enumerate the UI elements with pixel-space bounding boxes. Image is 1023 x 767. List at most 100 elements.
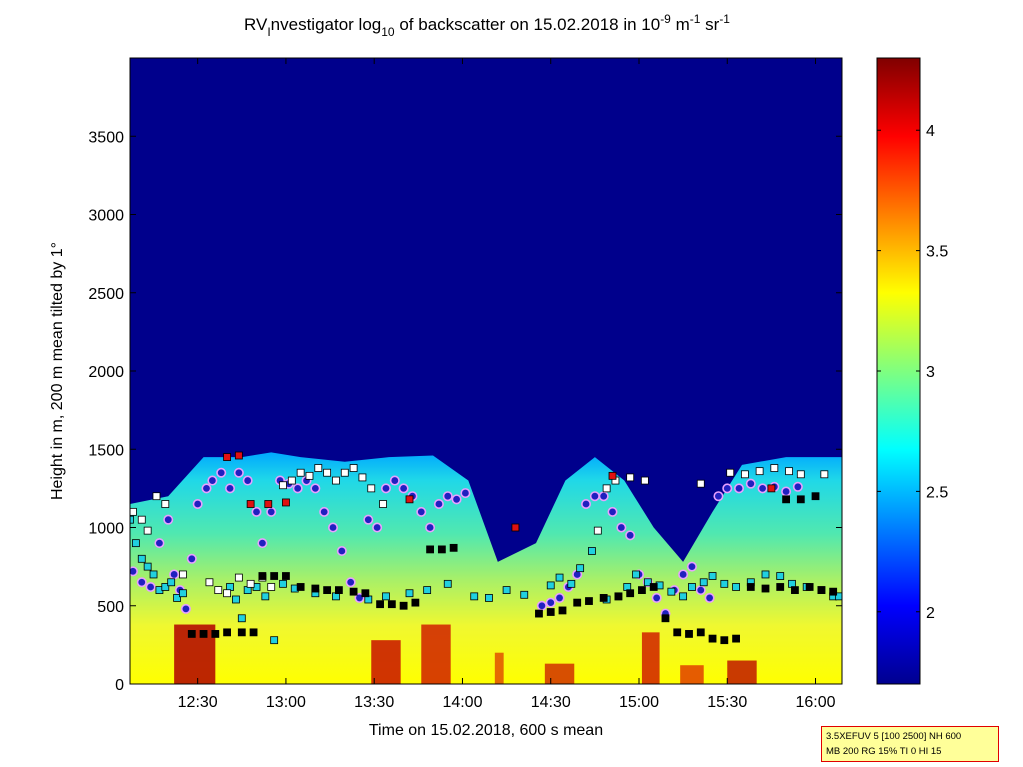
square-marker (249, 628, 258, 637)
x-tick-label: 16:00 (795, 694, 835, 711)
circle-marker (433, 499, 444, 510)
square-marker (726, 468, 735, 477)
square-marker (161, 500, 170, 508)
square-marker (311, 584, 320, 593)
circle-marker (233, 467, 244, 478)
square-marker (776, 583, 785, 591)
hot-patch (641, 632, 660, 684)
y-axis-label: Height in m, 200 m mean tilted by 1° (49, 242, 66, 500)
square-marker (585, 597, 593, 605)
square-marker (270, 572, 279, 580)
square-marker (305, 471, 314, 480)
square-marker (282, 572, 290, 580)
circle-marker (792, 481, 803, 492)
x-tick-label: 15:30 (707, 694, 747, 711)
square-marker (234, 451, 243, 460)
circle-marker (336, 545, 347, 556)
square-marker (782, 495, 790, 504)
square-marker (741, 470, 749, 479)
square-marker (708, 572, 717, 580)
x-axis-label: Time on 15.02.2018, 600 s mean (369, 722, 603, 739)
square-marker (223, 453, 231, 461)
x-tick-label: 13:00 (266, 694, 306, 711)
square-marker (746, 583, 755, 591)
circle-marker (380, 483, 391, 494)
square-marker (246, 500, 255, 508)
square-marker (149, 570, 158, 579)
circle-marker (163, 514, 174, 525)
square-marker (130, 515, 134, 524)
square-marker (234, 573, 243, 582)
square-marker (267, 583, 276, 591)
square-marker (223, 628, 231, 637)
square-marker (608, 471, 617, 480)
circle-marker (186, 553, 197, 564)
square-marker (558, 606, 567, 615)
circle-marker (713, 491, 724, 502)
boundary-layer-region (130, 452, 842, 684)
square-marker (449, 543, 458, 552)
circle-marker (745, 478, 756, 489)
square-marker (143, 526, 152, 535)
circle-marker (257, 538, 268, 549)
square-marker (270, 636, 279, 645)
square-marker (755, 467, 764, 476)
square-marker (179, 589, 187, 598)
square-marker (323, 586, 332, 594)
square-marker (199, 630, 208, 638)
circle-marker (372, 522, 383, 533)
square-marker (829, 587, 838, 596)
square-marker (661, 614, 670, 623)
circle-marker (345, 577, 356, 588)
square-marker (340, 468, 349, 477)
circle-marker (251, 506, 262, 517)
square-marker (261, 592, 270, 601)
square-marker (720, 579, 729, 588)
square-marker (708, 634, 717, 643)
x-axis: 12:30 13:00 13:30 14:00 14:30 15:00 15:30 16:00 (178, 58, 836, 711)
square-marker (423, 586, 432, 594)
square-marker (796, 470, 805, 479)
circle-marker (536, 600, 547, 611)
square-marker (179, 570, 187, 579)
circle-marker (581, 499, 592, 510)
hot-patch (371, 640, 401, 684)
square-marker (237, 614, 246, 623)
circle-marker (722, 483, 733, 494)
y-axis: 0 500 1000 1500 2000 2500 3000 3500 (88, 129, 842, 694)
circle-marker (625, 530, 636, 541)
square-marker (811, 492, 820, 501)
circle-marker (451, 494, 462, 505)
square-marker (632, 570, 640, 579)
colorbar-tick-label: 4 (926, 123, 935, 140)
square-marker (137, 554, 146, 563)
colorbar-tick-label: 3.5 (926, 244, 948, 261)
square-marker (137, 515, 146, 524)
square-marker (237, 628, 246, 637)
square-marker (279, 481, 287, 490)
y-tick-label: 1500 (88, 442, 124, 459)
square-marker (161, 583, 170, 591)
circle-marker (616, 522, 627, 533)
circle-marker (598, 491, 609, 502)
circle-marker (310, 483, 321, 494)
colorbar: 2 2.5 3 3.5 4 (876, 57, 948, 685)
square-marker (835, 592, 842, 601)
hot-patch (544, 663, 575, 684)
square-marker (567, 579, 576, 588)
y-tick-label: 1000 (88, 521, 124, 538)
x-tick-label: 15:00 (619, 694, 659, 711)
square-marker (358, 473, 367, 482)
y-tick-label: 3000 (88, 208, 124, 225)
square-marker (349, 464, 358, 472)
square-marker (264, 500, 273, 508)
square-marker (382, 592, 390, 601)
square-marker (287, 476, 296, 485)
square-marker (214, 586, 223, 594)
square-marker (696, 628, 705, 637)
square-marker (187, 630, 196, 638)
circle-marker (554, 592, 565, 603)
square-marker (349, 587, 358, 596)
circle-marker (266, 506, 277, 517)
